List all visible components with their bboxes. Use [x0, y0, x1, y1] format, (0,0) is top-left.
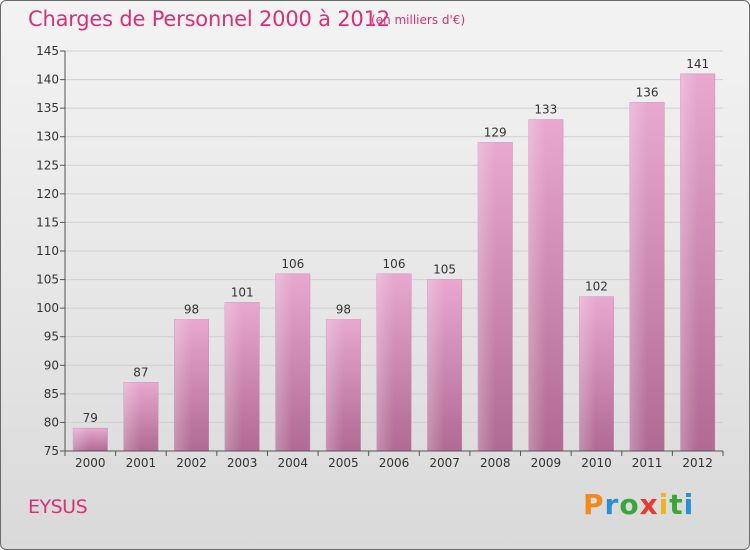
x-tick-label: 2003	[227, 456, 258, 470]
x-tick-label: 2006	[379, 456, 410, 470]
bar-highlight	[224, 302, 243, 451]
logo-letter: P	[583, 488, 605, 521]
data-label: 136	[636, 85, 659, 99]
y-tick-label: 90	[44, 358, 59, 372]
data-label: 101	[231, 285, 254, 299]
x-tick-label: 2001	[126, 456, 157, 470]
commune-name: EYSUS	[28, 496, 88, 518]
x-tick-label: 2000	[75, 456, 106, 470]
x-tick-label: 2010	[581, 456, 612, 470]
x-tick-label: 2004	[277, 456, 308, 470]
data-label: 141	[686, 57, 709, 71]
data-label: 105	[433, 263, 456, 277]
logo-letter: o	[619, 488, 640, 521]
y-tick-label: 120	[36, 187, 59, 201]
logo-letter: r	[604, 488, 620, 521]
bar-highlight	[326, 319, 344, 451]
data-label: 129	[484, 125, 507, 139]
bar-highlight	[427, 279, 445, 451]
x-tick-label: 2012	[682, 456, 713, 470]
bar-highlight	[680, 73, 698, 451]
bar-highlight	[73, 428, 91, 451]
y-tick-label: 110	[36, 244, 59, 258]
data-label: 79	[83, 411, 98, 425]
y-tick-label: 75	[44, 444, 59, 458]
y-tick-label: 135	[36, 101, 59, 115]
y-tick-label: 80	[44, 415, 59, 429]
data-label: 102	[585, 280, 608, 294]
y-tick-label: 125	[36, 158, 59, 172]
x-tick-label: 2009	[531, 456, 562, 470]
y-tick-label: 100	[36, 301, 59, 315]
logo-letter: i	[683, 488, 695, 521]
bar-highlight	[579, 296, 597, 451]
x-tick-label: 2005	[328, 456, 359, 470]
y-tick-label: 105	[36, 273, 59, 287]
y-tick-label: 145	[36, 44, 59, 58]
x-tick-label: 2011	[632, 456, 663, 470]
bar-highlight	[528, 119, 546, 452]
data-label: 87	[133, 365, 148, 379]
bar-highlight	[123, 382, 141, 451]
bar-highlight	[174, 319, 192, 451]
data-label: 98	[184, 303, 199, 317]
x-tick-label: 2007	[429, 456, 460, 470]
y-tick-label: 115	[36, 215, 59, 229]
y-tick-label: 140	[36, 73, 59, 87]
bar-highlight	[629, 102, 648, 451]
y-tick-label: 95	[44, 330, 59, 344]
x-tick-label: 2008	[480, 456, 511, 470]
logo-letter: x	[639, 488, 659, 521]
data-label: 106	[281, 257, 304, 271]
bar-highlight	[478, 142, 496, 451]
bar-highlight	[275, 273, 293, 451]
chart-title: Charges de Personnel 2000 à 2012	[28, 7, 390, 31]
logo-letter: i	[658, 488, 670, 521]
data-label: 133	[534, 103, 557, 117]
chart-subtitle: (en milliers d'€)	[371, 13, 466, 27]
y-tick-label: 130	[36, 130, 59, 144]
proxiti-logo[interactable]: Proxiti	[583, 488, 694, 521]
y-tick-label: 85	[44, 387, 59, 401]
x-tick-label: 2002	[176, 456, 207, 470]
bar-highlight	[376, 273, 394, 451]
data-label: 98	[336, 303, 351, 317]
data-label: 106	[383, 257, 406, 271]
logo-letter: t	[669, 488, 684, 521]
